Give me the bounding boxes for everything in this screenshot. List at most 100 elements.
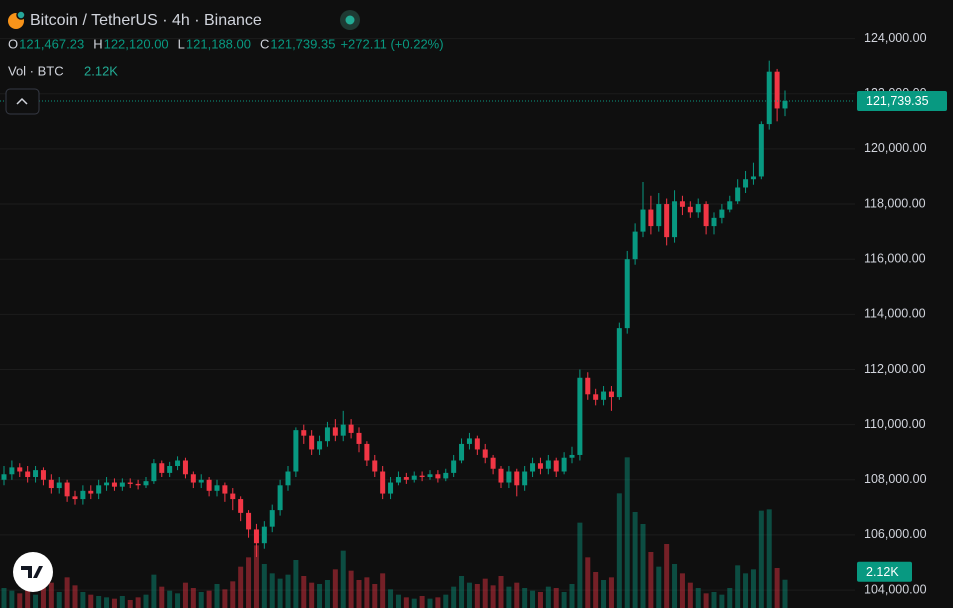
volume-bar (222, 589, 228, 608)
volume-bar (380, 573, 386, 608)
volume-bar (127, 600, 133, 608)
volume-bar (648, 552, 654, 608)
candle-body (561, 457, 567, 472)
volume-bar (56, 592, 62, 608)
volume-bar (348, 570, 354, 608)
volume-bar (372, 584, 378, 608)
candle-body (679, 201, 685, 207)
candle-body (419, 475, 425, 478)
volume-bar (253, 545, 259, 608)
volume-bar (301, 576, 307, 608)
volume-bar (182, 582, 188, 608)
exchange-icon (16, 10, 26, 20)
candle-body (269, 510, 275, 527)
volume-bar (356, 580, 362, 608)
candle-body (40, 470, 46, 480)
volume-bar (33, 594, 39, 608)
volume-bar (340, 550, 346, 608)
volume-bar (687, 582, 693, 608)
volume-bar (553, 588, 559, 608)
volume-bar (577, 522, 583, 608)
volume-bar (664, 544, 670, 608)
volume-bar (48, 582, 54, 608)
volume-pane (1, 457, 788, 608)
candle-body (608, 391, 614, 398)
volume-bar (324, 580, 330, 608)
candle-body (719, 209, 725, 218)
volume-tag-label: 2.12K (866, 565, 899, 579)
candle-body (545, 460, 551, 469)
volume-bar (498, 576, 504, 608)
candle-body (380, 471, 386, 494)
candle-body (727, 201, 733, 210)
y-tick-label: 120,000.00 (864, 141, 927, 155)
candle-body (750, 176, 756, 180)
volume-bar (80, 592, 86, 608)
y-tick-label: 124,000.00 (864, 31, 927, 45)
candle-body (167, 465, 173, 473)
volume-bar (135, 597, 141, 608)
volume-bar (727, 588, 733, 608)
volume-bar (88, 594, 94, 608)
volume-bar (561, 592, 567, 608)
candle-body (656, 204, 662, 227)
volume-bar (443, 594, 449, 608)
legend-key: H (93, 36, 102, 51)
candle-body (182, 460, 188, 475)
legend-key: L (178, 36, 185, 51)
candle-body (206, 479, 212, 491)
candle-body (88, 490, 94, 494)
volume-bar (96, 596, 102, 608)
candle-body (159, 463, 165, 473)
logo-badge[interactable] (13, 552, 53, 592)
candle-body (317, 441, 323, 450)
y-tick-label: 118,000.00 (864, 196, 926, 210)
volume-bar (719, 594, 725, 608)
volume-bar (206, 590, 212, 608)
volume-bar (364, 577, 370, 608)
volume-bar (419, 596, 425, 608)
candle-body (774, 71, 780, 109)
volume-bar (640, 524, 646, 608)
legend-change: +272.11 (+0.22%) (340, 36, 443, 51)
candle-body (64, 482, 70, 497)
candle-body (372, 460, 378, 472)
candle-body (214, 485, 220, 491)
volume-bar (711, 592, 717, 608)
candle-body (474, 438, 480, 450)
volume-bar (64, 577, 70, 608)
volume-bar (230, 581, 236, 608)
candle-body (356, 432, 362, 444)
volume-bar (608, 577, 614, 608)
candle-body (601, 391, 607, 400)
candle-body (348, 424, 354, 433)
candle-body (522, 471, 528, 486)
candle-body (664, 204, 670, 238)
candle-body (277, 485, 283, 511)
candle-body (1, 474, 7, 480)
candle-body (616, 328, 622, 398)
volume-title: Vol · BTC (8, 63, 64, 78)
chart-title[interactable]: Bitcoin / TetherUS · 4h · Binance (30, 12, 262, 29)
candle-body (25, 471, 31, 478)
volume-bar (506, 586, 512, 608)
ohlc-legend: O 121,467.23 H 122,120.00 L 121,188.00 C 121,73… (8, 36, 444, 51)
collapse-button[interactable] (5, 88, 40, 115)
candle-body (585, 377, 591, 395)
candle-body (435, 474, 441, 479)
volume-bar (309, 582, 315, 608)
last-price-label: 121,739.35 (866, 94, 929, 108)
volume-bar (703, 593, 709, 608)
volume-bar (530, 590, 536, 608)
candle-body (190, 474, 196, 483)
status-dot (345, 15, 355, 25)
candle-body (711, 217, 717, 227)
candle-body (151, 463, 157, 482)
legend-value: 121,467.23 (19, 36, 84, 51)
volume-bar (198, 592, 204, 608)
candle-body (490, 457, 496, 469)
candles (0, 60, 855, 557)
candle-body (648, 209, 654, 227)
candle-body (9, 467, 15, 475)
